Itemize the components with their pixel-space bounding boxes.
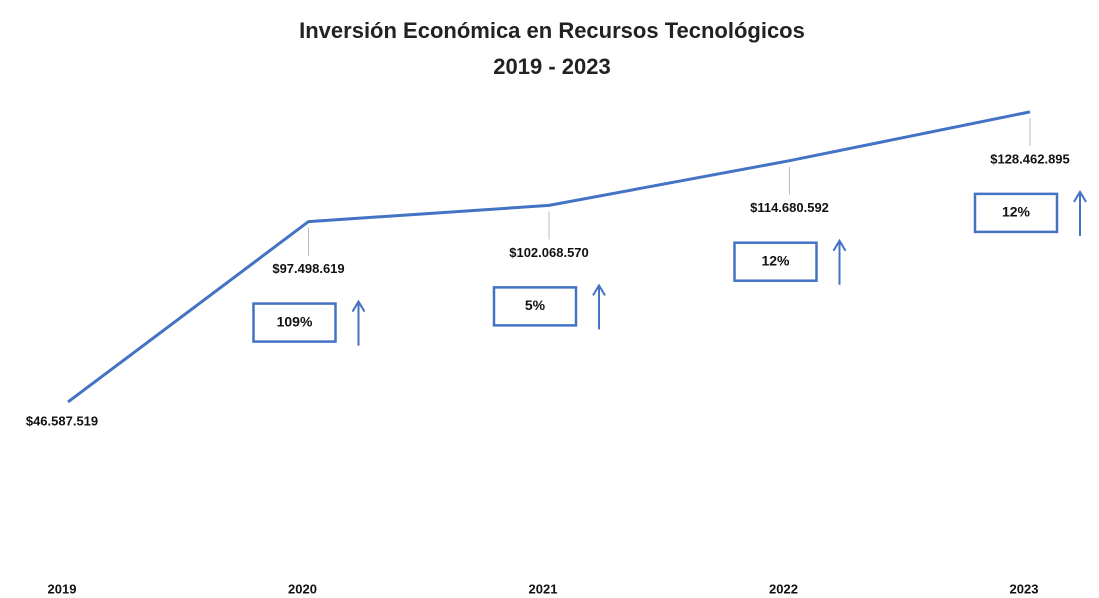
growth-box — [733, 241, 818, 282]
x-tick-label: 2023 — [1010, 581, 1039, 596]
growth-arrow — [1073, 189, 1087, 236]
data-line — [67, 110, 1031, 404]
chart-title: Inversión Económica en Recursos Tecnológ… — [299, 18, 805, 43]
x-tick-label: 2022 — [769, 581, 798, 596]
x-tick-label: 2020 — [288, 581, 317, 596]
growth-label: 109% — [277, 313, 313, 329]
growth-box — [973, 192, 1059, 234]
growth-arrow — [592, 283, 606, 330]
growth-label: 12% — [761, 252, 790, 268]
chart-subtitle: 2019 - 2023 — [493, 54, 610, 79]
growth-arrow — [832, 238, 847, 285]
value-label: $128.462.895 — [990, 151, 1070, 166]
value-label: $102.068.570 — [509, 245, 589, 260]
x-tick-label: 2021 — [529, 581, 558, 596]
growth-box — [492, 286, 578, 327]
value-label: $97.498.619 — [272, 261, 344, 276]
growth-arrow — [351, 299, 366, 346]
value-label: $114.680.592 — [750, 200, 829, 215]
growth-box — [252, 302, 337, 343]
x-tick-label: 2019 — [48, 581, 77, 596]
value-label: $46.587.519 — [26, 413, 98, 428]
growth-label: 5% — [525, 297, 546, 313]
growth-label: 12% — [1002, 204, 1031, 220]
